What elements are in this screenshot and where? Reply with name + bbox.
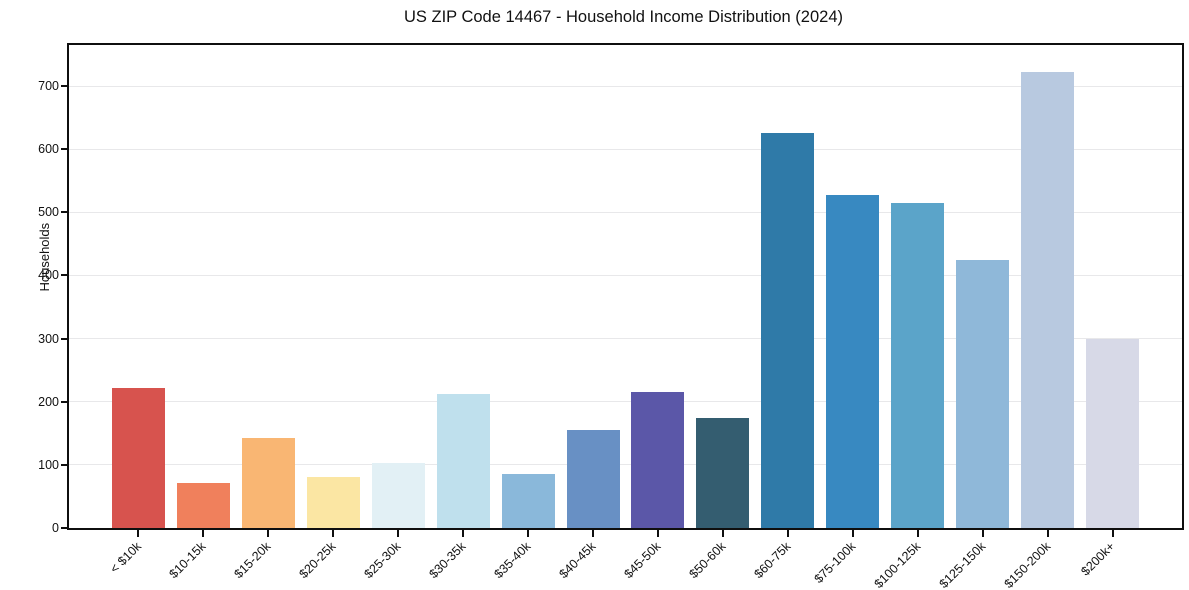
xtick-label-11: $75-100k [811, 539, 858, 587]
xtick-label-0: < $10k [106, 539, 144, 576]
xtick-label-9: $50-60k [686, 539, 729, 582]
xtick-label-14: $150-200k [1001, 539, 1053, 590]
xtick-mark-3 [332, 530, 335, 537]
ytick-mark-400 [61, 274, 67, 277]
bar-10k [111, 387, 165, 528]
ytick-mark-300 [61, 337, 67, 340]
xtick-label-15: $200k+ [1078, 539, 1118, 579]
ytick-label-400: 400 [38, 268, 59, 283]
xtick-label-5: $30-35k [426, 539, 469, 582]
ytick-mark-0 [61, 527, 67, 529]
xtick-mark-2 [267, 530, 270, 537]
bar-60-75k [761, 133, 815, 528]
ytick-mark-200 [61, 400, 67, 403]
ytick-label-0: 0 [52, 521, 59, 535]
xtick-mark-13 [981, 530, 984, 537]
gridline-y-200 [69, 401, 1182, 403]
bar-75-100k [826, 194, 880, 528]
gridline-y-500 [69, 211, 1182, 213]
ytick-label-500: 500 [38, 205, 59, 220]
bar-200k [1086, 339, 1140, 528]
ytick-label-300: 300 [38, 331, 59, 346]
xtick-mark-8 [656, 530, 659, 537]
bar-20-25k [306, 476, 360, 528]
ytick-mark-700 [61, 85, 67, 88]
bar-50-60k [696, 417, 750, 528]
xtick-label-3: $20-25k [296, 539, 339, 582]
xtick-label-8: $45-50k [621, 539, 664, 582]
plot-area: 0 100 200 300 400 500 600 700 < $10k $10-15k $15-2… [38, 43, 1184, 590]
xtick-label-1: $10-15k [166, 539, 209, 582]
xtick-mark-4 [397, 530, 400, 537]
bar-125-150k [956, 260, 1010, 528]
bar-150-200k [1021, 72, 1075, 528]
bar-30-35k [436, 393, 490, 528]
bar-25-30k [371, 462, 425, 528]
xtick-mark-0 [137, 530, 140, 537]
gridline-y-700 [69, 85, 1182, 87]
xtick-label-12: $100-125k [871, 539, 923, 590]
xtick-label-6: $35-40k [491, 539, 534, 582]
chart-title: US ZIP Code 14467 - Household Income Dis… [403, 8, 843, 26]
bar-45-50k [631, 392, 685, 528]
xtick-mark-7 [592, 530, 595, 537]
ytick-mark-600 [61, 148, 67, 151]
xtick-mark-1 [202, 530, 205, 537]
xtick-label-4: $25-30k [361, 539, 404, 582]
xtick-label-7: $40-45k [556, 539, 599, 582]
xtick-mark-5 [462, 530, 465, 537]
ytick-mark-500 [61, 211, 67, 214]
gridline-y-400 [69, 274, 1182, 276]
xtick-mark-10 [786, 530, 789, 537]
xtick-mark-9 [721, 530, 724, 537]
xtick-mark-6 [527, 530, 530, 537]
bar-35-40k [501, 474, 555, 528]
xtick-mark-15 [1111, 530, 1114, 537]
ytick-label-200: 200 [38, 394, 59, 409]
xtick-mark-12 [916, 530, 919, 537]
xtick-label-10: $60-75k [751, 539, 794, 582]
ytick-label-600: 600 [38, 142, 59, 157]
xtick-mark-11 [851, 530, 854, 537]
xtick-mark-14 [1046, 530, 1049, 537]
gridline-y-300 [69, 338, 1182, 340]
xtick-label-2: $15-20k [231, 539, 274, 582]
ytick-label-100: 100 [38, 457, 59, 472]
gridline-y-100 [69, 464, 1182, 466]
bar-10-15k [176, 483, 230, 528]
xtick-label-13: $125-150k [936, 539, 988, 590]
gridline-y-600 [69, 148, 1182, 150]
bar-40-45k [566, 430, 620, 528]
ytick-mark-100 [61, 463, 67, 466]
bar-100-125k [891, 202, 945, 528]
ytick-label-700: 700 [38, 79, 59, 94]
bar-15-20k [241, 438, 295, 528]
